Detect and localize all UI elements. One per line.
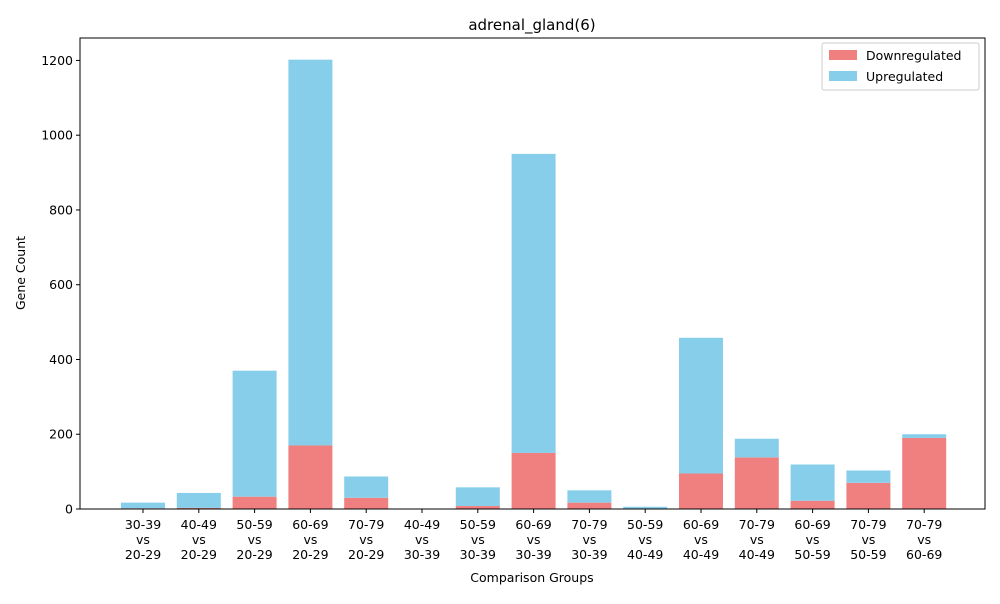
bar-downregulated-4: [344, 498, 388, 509]
x-tick-label: 70-79: [739, 517, 775, 532]
x-tick-label: 60-69: [906, 547, 942, 562]
legend-swatch-downregulated: [829, 50, 857, 60]
chart-title: adrenal_gland(6): [468, 16, 595, 35]
bar-upregulated-2: [233, 371, 277, 497]
x-tick-label: 60-69: [515, 517, 551, 532]
x-tick-label: 40-49: [683, 547, 719, 562]
bar-downregulated-10: [679, 473, 723, 509]
x-tick-label: 40-49: [739, 547, 775, 562]
bar-upregulated-8: [567, 490, 611, 502]
bar-upregulated-0: [121, 503, 165, 509]
x-tick-label: vs: [861, 532, 875, 547]
x-tick-label: 50-59: [236, 517, 272, 532]
x-tick-label: 30-39: [460, 547, 496, 562]
x-tick-label: 50-59: [850, 547, 886, 562]
bar-upregulated-10: [679, 338, 723, 474]
x-tick-label: 60-69: [292, 517, 328, 532]
x-tick-label: 30-39: [125, 517, 161, 532]
bar-downregulated-2: [233, 497, 277, 509]
y-tick-label: 200: [49, 427, 73, 442]
x-tick-label: 50-59: [627, 517, 663, 532]
x-tick-label: vs: [806, 532, 820, 547]
bar-upregulated-13: [846, 470, 890, 482]
bar-downregulated-14: [902, 438, 946, 509]
x-tick-label: 30-39: [571, 547, 607, 562]
x-tick-label: vs: [527, 532, 541, 547]
x-tick-label: 40-49: [181, 517, 217, 532]
y-tick-label: 1000: [41, 128, 73, 143]
x-tick-label: vs: [471, 532, 485, 547]
x-tick-label: 40-49: [404, 517, 440, 532]
bar-upregulated-6: [456, 487, 500, 506]
bar-downregulated-11: [735, 457, 779, 509]
x-tick-label: 70-79: [348, 517, 384, 532]
bar-upregulated-1: [177, 493, 221, 508]
legend-label-downregulated: Downregulated: [866, 48, 962, 63]
x-tick-label: vs: [917, 532, 931, 547]
x-tick-label: 20-29: [348, 547, 384, 562]
x-tick-label: 50-59: [460, 517, 496, 532]
legend-label-upregulated: Upregulated: [866, 69, 943, 84]
bar-upregulated-4: [344, 476, 388, 497]
bar-upregulated-11: [735, 439, 779, 458]
x-tick-label: 60-69: [683, 517, 719, 532]
x-tick-label: 70-79: [906, 517, 942, 532]
x-tick-label: 20-29: [125, 547, 161, 562]
bar-downregulated-7: [512, 453, 556, 509]
x-axis: 30-39vs20-2940-49vs20-2950-59vs20-2960-6…: [125, 509, 943, 562]
x-tick-label: 50-59: [794, 547, 830, 562]
y-tick-label: 1200: [41, 53, 73, 68]
bar-upregulated-3: [288, 60, 332, 446]
y-tick-label: 0: [65, 502, 73, 517]
y-tick-label: 400: [49, 352, 73, 367]
y-axis: 0 200 400 600 800 1000 1200: [41, 53, 80, 517]
bar-downregulated-8: [567, 503, 611, 509]
x-tick-label: 60-69: [794, 517, 830, 532]
bar-upregulated-12: [791, 465, 835, 501]
x-tick-label: 30-39: [515, 547, 551, 562]
x-tick-label: vs: [694, 532, 708, 547]
y-tick-label: 800: [49, 202, 73, 217]
bar-downregulated-3: [288, 445, 332, 509]
x-tick-label: vs: [192, 532, 206, 547]
y-axis-label: Gene Count: [13, 236, 28, 310]
bar-downregulated-13: [846, 483, 890, 509]
x-tick-label: vs: [582, 532, 596, 547]
x-tick-label: 30-39: [404, 547, 440, 562]
x-tick-label: vs: [136, 532, 150, 547]
x-tick-label: vs: [638, 532, 652, 547]
x-tick-label: vs: [359, 532, 373, 547]
x-tick-label: vs: [248, 532, 262, 547]
x-tick-label: vs: [750, 532, 764, 547]
legend: Downregulated Upregulated: [822, 43, 979, 90]
bars-group: [121, 60, 946, 509]
x-tick-label: vs: [303, 532, 317, 547]
x-tick-label: 20-29: [181, 547, 217, 562]
bar-downregulated-12: [791, 501, 835, 509]
x-tick-label: vs: [415, 532, 429, 547]
x-tick-label: 40-49: [627, 547, 663, 562]
x-tick-label: 20-29: [236, 547, 272, 562]
bar-upregulated-7: [512, 154, 556, 453]
y-tick-label: 600: [49, 277, 73, 292]
x-tick-label: 70-79: [850, 517, 886, 532]
bar-upregulated-9: [623, 507, 667, 509]
legend-swatch-upregulated: [829, 71, 857, 81]
bar-upregulated-14: [902, 434, 946, 438]
x-axis-label: Comparison Groups: [470, 570, 593, 585]
x-tick-label: 20-29: [292, 547, 328, 562]
x-tick-label: 70-79: [571, 517, 607, 532]
